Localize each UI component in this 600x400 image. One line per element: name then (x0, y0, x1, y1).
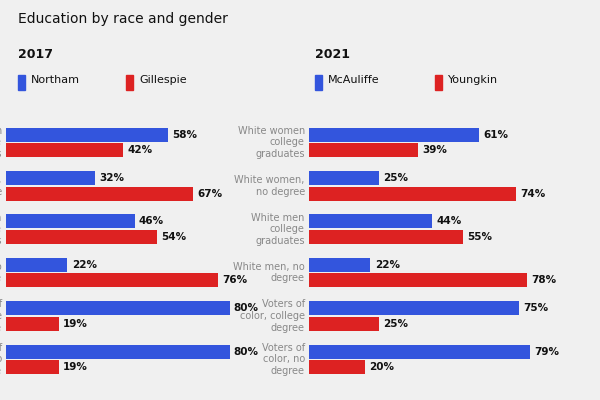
Text: 22%: 22% (71, 260, 97, 270)
Bar (6, 360, 59, 374)
Text: 2021: 2021 (315, 48, 350, 61)
Text: 46%: 46% (139, 216, 164, 226)
Text: 19%: 19% (63, 319, 88, 329)
Bar (309, 214, 432, 228)
Bar (6, 230, 157, 244)
Bar (6, 274, 218, 287)
Text: 2017: 2017 (18, 48, 53, 61)
Text: Gillespie: Gillespie (139, 75, 187, 85)
Bar (309, 187, 516, 200)
Text: 25%: 25% (383, 173, 408, 183)
Text: 20%: 20% (369, 362, 394, 372)
Bar (6, 143, 124, 157)
Text: 19%: 19% (63, 362, 88, 372)
Text: 76%: 76% (223, 276, 248, 286)
Text: 75%: 75% (523, 303, 548, 313)
Bar (309, 360, 365, 374)
Text: 58%: 58% (172, 130, 197, 140)
Bar (309, 301, 518, 315)
Text: 39%: 39% (422, 145, 447, 155)
Text: 32%: 32% (100, 173, 125, 183)
Text: 80%: 80% (234, 347, 259, 357)
Bar (6, 171, 95, 185)
Text: Youngkin: Youngkin (448, 75, 499, 85)
Text: 78%: 78% (531, 276, 556, 286)
Bar (309, 317, 379, 331)
Bar (309, 128, 479, 142)
Text: 74%: 74% (520, 189, 545, 199)
Bar (6, 301, 230, 315)
Text: McAuliffe: McAuliffe (328, 75, 380, 85)
Bar (309, 143, 418, 157)
Text: 25%: 25% (383, 319, 408, 329)
Text: 55%: 55% (467, 232, 492, 242)
Bar (309, 274, 527, 287)
Text: Northam: Northam (31, 75, 80, 85)
Bar (6, 128, 168, 142)
Bar (6, 258, 67, 272)
Bar (6, 187, 193, 200)
Bar (309, 171, 379, 185)
Bar (309, 345, 530, 358)
Text: 22%: 22% (374, 260, 400, 270)
Text: 54%: 54% (161, 232, 186, 242)
Text: 67%: 67% (197, 189, 223, 199)
Bar (6, 345, 230, 358)
Text: 61%: 61% (484, 130, 509, 140)
Text: Education by race and gender: Education by race and gender (18, 12, 228, 26)
Text: 79%: 79% (534, 347, 559, 357)
Bar (6, 214, 134, 228)
Bar (6, 317, 59, 331)
Text: 44%: 44% (436, 216, 461, 226)
Text: 42%: 42% (128, 145, 152, 155)
Text: 80%: 80% (234, 303, 259, 313)
Bar (309, 258, 370, 272)
Bar (309, 230, 463, 244)
